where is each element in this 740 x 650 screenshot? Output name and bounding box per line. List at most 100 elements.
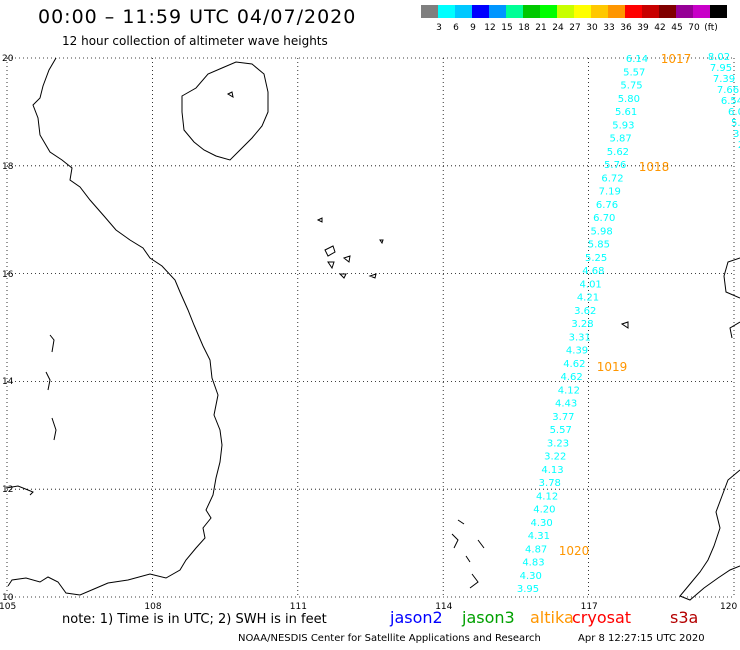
swh-value: 5.25 [585,253,607,264]
scale-unit: (ft) [704,23,718,33]
swh-value: 3.22 [544,452,566,463]
lat-label: 16 [2,269,14,280]
swh-value: 4.12 [536,491,558,502]
swh-value: 3.62 [574,306,596,317]
lon-label: 114 [435,602,453,612]
swh-value-east: 7.95 [710,63,732,74]
pressure-label: 1019 [597,360,628,374]
coastline-vietnam [7,57,223,596]
swh-value: 4.83 [522,558,544,569]
chart-subtitle: 12 hour collection of altimeter wave hei… [62,34,328,48]
footer-note: note: 1) Time is in UTC; 2) SWH is in fe… [62,612,327,627]
scale-label: 36 [620,23,632,33]
scale-swatch [540,5,557,18]
pressure-label: 1020 [559,544,590,558]
scale-label: 39 [637,23,649,33]
scale-label: 42 [654,23,666,33]
scale-swatch [608,5,625,18]
satellite-s3a: s3a [670,608,699,627]
scale-swatch [591,5,608,18]
swh-value: 4.12 [558,385,580,396]
swh-value: 5.76 [604,160,626,171]
scale-label: 33 [603,23,615,33]
swh-value: 5.57 [550,425,572,436]
swh-value: 4.62 [560,372,582,383]
swh-value: 3.77 [552,412,574,423]
satellite-jason3: jason3 [462,608,515,627]
scale-swatch [421,5,438,18]
scale-label: 9 [470,23,476,33]
pressure-label: 1018 [639,160,670,174]
swh-value: 5.85 [588,240,610,251]
island-feature [226,91,234,99]
lat-label: 14 [2,377,14,388]
swh-value-east: 8.02 [708,52,730,63]
swh-value-east: 2 [738,140,740,151]
scale-swatch [455,5,472,18]
lon-label: 120 [720,602,738,612]
swh-value: 7.19 [599,187,621,198]
swh-value: 6.72 [601,173,623,184]
pressure-label: 1017 [661,52,692,66]
scale-swatch [574,5,591,18]
swh-value: 4.31 [528,531,550,542]
satellite-jason2: jason2 [390,608,443,627]
scale-label: 30 [586,23,598,33]
swh-value: 5.98 [590,226,612,237]
scale-swatch [489,5,506,18]
swh-value-east: 6.54 [721,96,740,107]
swh-value: 4.62 [563,359,585,370]
swh-value-east: 6.0 [728,107,740,118]
swh-value: 5.61 [615,107,637,118]
scale-swatch [523,5,540,18]
swh-value: 5.75 [620,81,642,92]
scale-swatch [693,5,710,18]
lon-label: 111 [289,602,307,612]
scale-label: 18 [518,23,530,33]
lon-label: 105 [0,602,17,612]
swh-value-east: 7.66 [717,85,739,96]
swh-value: 5.93 [612,120,634,131]
scale-label: 45 [671,23,683,33]
scale-swatch [676,5,693,18]
swh-value-east: 7.39 [713,74,735,85]
scale-swatch [642,5,659,18]
swh-value: 4.68 [582,266,604,277]
swh-value: 4.01 [580,279,602,290]
swh-value: 4.13 [541,465,563,476]
coastline-philippines [679,257,740,601]
swh-value: 5.57 [623,67,645,78]
swh-value: 6.70 [593,213,615,224]
swh-value: 6.76 [596,200,618,211]
scale-swatch [710,5,727,18]
swh-value-east: 3.1 [733,129,740,140]
scale-swatch [557,5,574,18]
swh-value: 5.80 [618,94,640,105]
lat-label: 10 [2,593,14,603]
coastline-west [5,485,34,496]
swh-value: 4.30 [530,518,552,529]
scale-label: 24 [552,23,564,33]
swh-value: 4.87 [525,544,547,555]
swh-value: 6.14 [626,54,648,65]
scale-swatch [659,5,676,18]
footer-timestamp: Apr 8 12:27:15 UTC 2020 [578,633,705,644]
lon-label: 108 [144,602,162,612]
scale-swatch [506,5,523,18]
lat-label: 12 [2,485,14,496]
chart-title: 00:00 – 11:59 UTC 04/07/2020 [38,6,357,28]
scale-label: 12 [484,23,496,33]
scale-label: 6 [453,23,459,33]
swh-value: 3.31 [569,332,591,343]
swh-value: 5.87 [610,134,632,145]
lat-label: 20 [2,54,14,64]
altika-track-wave-heights-east: 8.027.957.397.666.546.05.03.12 [708,52,740,151]
scale-label: 21 [535,23,547,33]
swh-value: 3.28 [571,319,593,330]
lon-label: 117 [580,602,598,612]
swh-value: 5.62 [607,147,629,158]
swh-value: 4.30 [520,571,542,582]
color-scale-legend: 3 6 9 12 15 18 21 24 27 30 33 36 39 42 45 70 (ft) [421,5,728,35]
scale-label: 3 [436,23,442,33]
